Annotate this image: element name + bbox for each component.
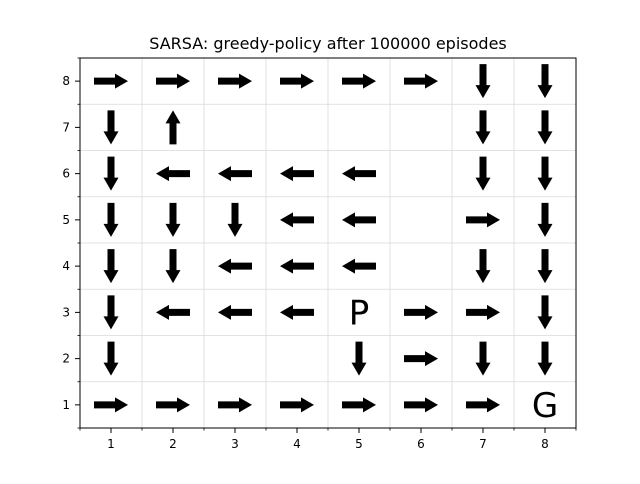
policy-arrow-right xyxy=(280,397,314,413)
policy-arrow-left xyxy=(218,166,252,182)
policy-arrow-right xyxy=(218,73,252,89)
policy-arrow-down xyxy=(103,341,119,376)
y-tick-label: 3 xyxy=(62,305,70,319)
policy-arrow-down xyxy=(103,249,119,284)
policy-arrow-right xyxy=(466,397,500,413)
x-tick-label: 8 xyxy=(541,437,549,451)
policy-arrow-down xyxy=(537,341,553,376)
y-tick-label: 4 xyxy=(62,259,70,273)
x-tick-label: 1 xyxy=(107,437,115,451)
policy-arrow-left xyxy=(280,258,314,274)
cell-label: P xyxy=(349,293,370,333)
policy-arrow-right xyxy=(156,397,190,413)
policy-arrow-left xyxy=(218,258,252,274)
y-tick-label: 1 xyxy=(62,398,70,412)
policy-arrow-left xyxy=(342,166,376,182)
policy-arrow-down xyxy=(475,156,491,191)
x-tick-label: 6 xyxy=(417,437,425,451)
policy-arrow-down xyxy=(537,202,553,237)
axis-layer: 1 2 3 4 5 6 7 8 1 2 3 4 5 6 7 8 xyxy=(62,57,577,451)
x-tick-label: 7 xyxy=(479,437,487,451)
policy-arrow-right xyxy=(404,304,438,320)
policy-arrow-right xyxy=(466,212,500,228)
policy-arrow-left xyxy=(342,258,376,274)
x-tick-label: 4 xyxy=(293,437,301,451)
policy-arrow-down xyxy=(537,295,553,330)
policy-arrow-down xyxy=(537,110,553,145)
y-tick-label: 7 xyxy=(62,120,70,134)
policy-arrow-down xyxy=(165,202,181,237)
policy-arrow-left xyxy=(218,304,252,320)
policy-arrow-down xyxy=(351,341,367,376)
policy-arrow-right xyxy=(94,397,128,413)
policy-arrow-down xyxy=(475,341,491,376)
policy-arrow-right xyxy=(404,351,438,367)
policy-arrow-down xyxy=(227,202,243,237)
policy-arrow-right xyxy=(342,397,376,413)
policy-arrow-down xyxy=(103,295,119,330)
policy-arrow-left xyxy=(280,304,314,320)
policy-arrow-down xyxy=(103,156,119,191)
y-tick-label: 5 xyxy=(62,213,70,227)
x-tick-label: 2 xyxy=(169,437,177,451)
policy-arrow-right xyxy=(466,304,500,320)
cell-label: G xyxy=(532,386,558,426)
policy-arrow-right xyxy=(280,73,314,89)
policy-arrow-down xyxy=(537,156,553,191)
marks-layer: PG xyxy=(94,64,558,426)
policy-arrow-left xyxy=(342,212,376,228)
y-tick-label: 2 xyxy=(62,352,70,366)
policy-arrow-right xyxy=(342,73,376,89)
policy-arrow-down xyxy=(475,249,491,284)
policy-arrow-right xyxy=(156,73,190,89)
policy-arrow-down xyxy=(537,64,553,99)
chart-title: SARSA: greedy-policy after 100000 episod… xyxy=(149,34,507,53)
policy-arrow-right xyxy=(404,73,438,89)
policy-arrow-right xyxy=(94,73,128,89)
policy-arrow-up xyxy=(165,110,181,145)
policy-arrow-down xyxy=(165,249,181,284)
policy-arrow-down xyxy=(103,202,119,237)
policy-arrow-left xyxy=(156,166,190,182)
y-tick-label: 6 xyxy=(62,167,70,181)
y-tick-label: 8 xyxy=(62,74,70,88)
policy-arrow-left xyxy=(156,304,190,320)
policy-arrow-down xyxy=(103,110,119,145)
policy-arrow-right xyxy=(404,397,438,413)
policy-arrow-right xyxy=(218,397,252,413)
policy-arrow-down xyxy=(475,64,491,99)
x-tick-label: 5 xyxy=(355,437,363,451)
policy-arrow-down xyxy=(537,249,553,284)
policy-arrow-down xyxy=(475,110,491,145)
grid-layer xyxy=(80,58,576,428)
policy-arrow-left xyxy=(280,212,314,228)
policy-arrow-left xyxy=(280,166,314,182)
x-tick-label: 3 xyxy=(231,437,239,451)
